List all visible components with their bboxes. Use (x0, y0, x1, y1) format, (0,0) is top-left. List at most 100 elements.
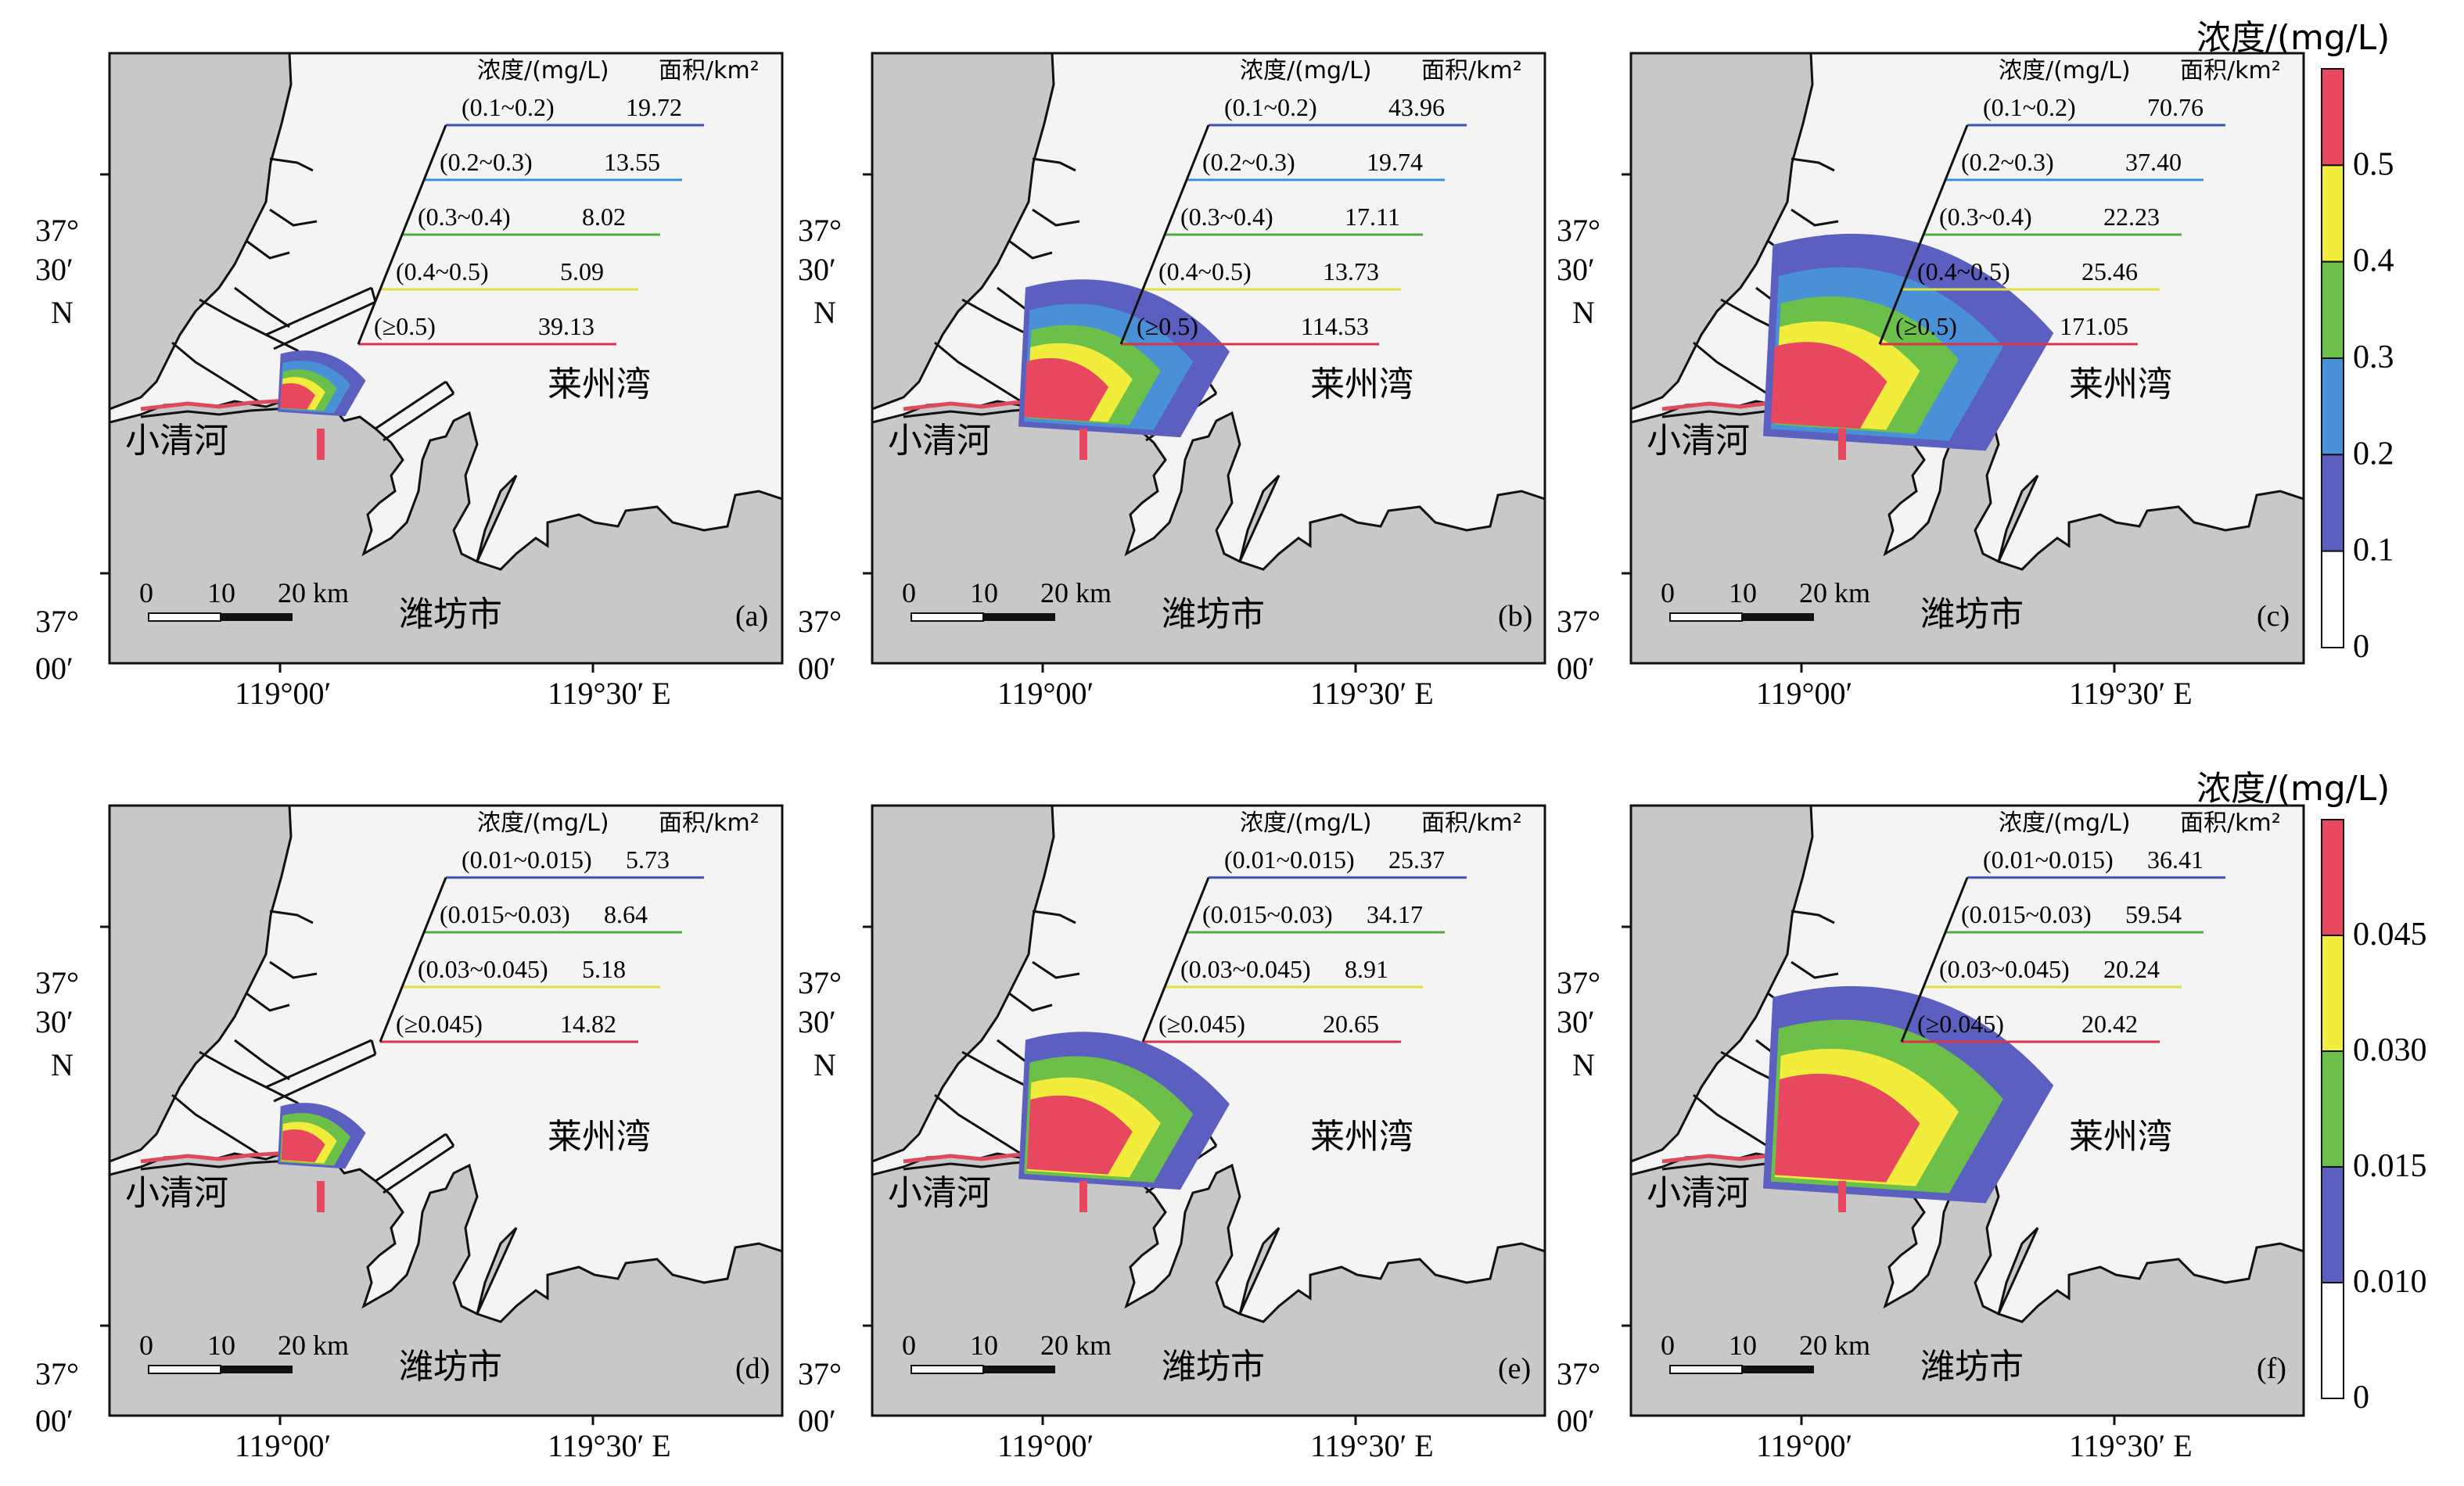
legend-range: (≥0.045) (1158, 1010, 1245, 1038)
svg-text:119°00′: 119°00′ (235, 1428, 331, 1463)
map-panel-c: 浓度/(mg/L) 面积/km²(0.1~0.2) 70.76(0.2~0.3) 37… (1557, 52, 2305, 711)
svg-text:37°: 37° (35, 965, 79, 1000)
map-panel-d: 浓度/(mg/L) 面积/km² (0.01~0.015) 5.73 (0.015~0.… (35, 804, 784, 1463)
city-label: 潍坊市 (399, 594, 502, 634)
legend-table: 浓度/(mg/L) 面积/km² (0.1~0.2) 43.96 (0.2~0.3) 19… (1119, 57, 1522, 346)
legend-leader (1141, 877, 1210, 1043)
svg-text:30′: 30′ (798, 1004, 836, 1039)
colorbar-bottom: 浓度/(mg/L) 0.045 0.030 0.015 0.010 0 (2196, 769, 2427, 1416)
legend-range: (0.2~0.3) (1202, 148, 1295, 176)
legend-area-value: 20.24 (2103, 955, 2160, 983)
panel-label: (f) (2257, 1352, 2286, 1385)
axis-labels: 37° 30′ N 37° 00′ 119°00′ 119°30′ E (35, 925, 671, 1463)
svg-text:0: 0 (902, 1330, 916, 1361)
colorbar-tick: 0.045 (2353, 917, 2427, 953)
colorbar-top: 浓度/(mg/L) 0.5 0.4 0.3 0.2 0.1 0 (2196, 18, 2394, 665)
legend-header-concentration: 浓度/(mg/L) (1999, 57, 2131, 84)
colorbar-segment (2321, 1282, 2344, 1399)
legend-area-value: 25.37 (1388, 845, 1445, 874)
colorbar-segment (2321, 1050, 2344, 1168)
legend-range: (0.015~0.03) (440, 900, 570, 928)
legend-table: 浓度/(mg/L) 面积/km² (0.1~0.2) 70.76 (0.2~0.3) 37… (1878, 57, 2281, 346)
svg-text:119°00′: 119°00′ (235, 676, 331, 711)
legend-table: 浓度/(mg/L) 面积/km² (0.01~0.015) 36.41 (0.015~0… (1900, 809, 2281, 1043)
legend-header-concentration: 浓度/(mg/L) (1240, 809, 1372, 837)
bay-label: 莱州湾 (2069, 1117, 2172, 1157)
colorbar-segment (2321, 260, 2344, 359)
legend-area-value: 19.72 (626, 93, 682, 121)
colorbar-tick: 0.4 (2353, 243, 2394, 279)
panel-frame (871, 804, 1546, 1417)
panel-frame (1629, 52, 2305, 665)
colorbar-segment (2321, 935, 2344, 1052)
legend-header-concentration: 浓度/(mg/L) (1240, 57, 1372, 84)
svg-text:N: N (1572, 1047, 1595, 1082)
bay-label: 莱州湾 (548, 1117, 651, 1157)
svg-text:20 km: 20 km (1040, 1330, 1112, 1361)
legend-range: (0.4~0.5) (396, 257, 489, 285)
axis-labels: 37° 30′ N 37° 00′ 119°00′ 119°30′ E (1557, 925, 2193, 1463)
svg-text:119°30′ E: 119°30′ E (1310, 676, 1434, 711)
svg-text:N: N (51, 295, 74, 330)
svg-text:10: 10 (207, 1330, 235, 1361)
legend-range: (≥0.5) (1895, 312, 1957, 340)
legend-area-value: 70.76 (2147, 93, 2204, 121)
legend-table: 浓度/(mg/L) 面积/km² (0.01~0.015) 25.37 (0.015~0… (1141, 809, 1522, 1043)
legend-range: (0.3~0.4) (1939, 203, 2032, 231)
colorbar-segment (2321, 550, 2344, 649)
panel-label: (a) (735, 600, 768, 633)
svg-text:0: 0 (1661, 577, 1675, 608)
svg-text:10: 10 (1729, 1330, 1757, 1361)
legend-range: (0.4~0.5) (1917, 257, 2010, 285)
legend-header-concentration: 浓度/(mg/L) (477, 809, 609, 837)
svg-text:0: 0 (1661, 1330, 1675, 1361)
scale-bar: 0 10 20 km (1661, 1330, 1870, 1374)
svg-text:00′: 00′ (35, 651, 74, 686)
colorbar-segment (2321, 819, 2344, 936)
svg-text:119°30′ E: 119°30′ E (2069, 1428, 2193, 1463)
bay-label: 莱州湾 (1310, 364, 1413, 404)
legend-range: (0.3~0.4) (418, 203, 511, 231)
legend-area-value: 43.96 (1388, 93, 1445, 121)
legend-range: (≥0.5) (374, 312, 436, 340)
legend-area-value: 37.40 (2125, 148, 2182, 176)
colorbar-tick: 0.2 (2353, 436, 2394, 472)
svg-text:30′: 30′ (798, 252, 836, 287)
svg-text:10: 10 (970, 577, 998, 608)
legend-leader (1878, 124, 1969, 345)
legend-area-value: 36.41 (2147, 845, 2204, 874)
panel-label: (d) (735, 1352, 770, 1385)
legend-range: (≥0.045) (1917, 1010, 2004, 1038)
legend-area-value: 59.54 (2125, 900, 2182, 928)
legend-range: (0.1~0.2) (462, 93, 555, 121)
land-area (1631, 53, 2304, 663)
legend-range: (0.2~0.3) (440, 148, 533, 176)
city-label: 潍坊市 (399, 1347, 502, 1387)
panel-frame (1629, 804, 2305, 1417)
map-panel-a: 浓度/(mg/L) 面积/km² (0.1~0.2) 19.72 (0.2~0.3) 13… (35, 52, 784, 711)
svg-text:0: 0 (139, 1330, 153, 1361)
legend-area-value: 13.55 (604, 148, 660, 176)
panel-frame (108, 52, 784, 665)
legend-header-area: 面积/km² (2180, 809, 2281, 837)
map-panel-f: 浓度/(mg/L) 面积/km² (0.01~0.015) 36.41 (0.015~0… (1557, 804, 2305, 1463)
legend-area-value: 39.13 (538, 312, 594, 340)
svg-text:119°30′ E: 119°30′ E (2069, 676, 2193, 711)
svg-text:30′: 30′ (35, 252, 74, 287)
legend-leader (1900, 877, 1969, 1043)
legend-range: (≥0.5) (1137, 312, 1198, 340)
city-label: 潍坊市 (1920, 594, 2024, 634)
legend-range: (0.1~0.2) (1224, 93, 1317, 121)
legend-area-value: 19.74 (1367, 148, 1423, 176)
colorbar-segment (2321, 454, 2344, 552)
legend-range: (≥0.045) (396, 1010, 483, 1038)
scale-bar: 0 10 20 km (139, 577, 349, 622)
legend-table: 浓度/(mg/L) 面积/km² (0.1~0.2) 19.72 (0.2~0.3) 13… (357, 57, 760, 346)
legend-range: (0.03~0.045) (1180, 955, 1311, 983)
legend-range: (0.01~0.015) (1983, 845, 2114, 874)
river-label: 小清河 (125, 421, 228, 461)
city-label: 潍坊市 (1162, 1347, 1265, 1387)
colorbar-title: 浓度/(mg/L) (2196, 18, 2390, 58)
legend-range: (0.2~0.3) (1961, 148, 2054, 176)
